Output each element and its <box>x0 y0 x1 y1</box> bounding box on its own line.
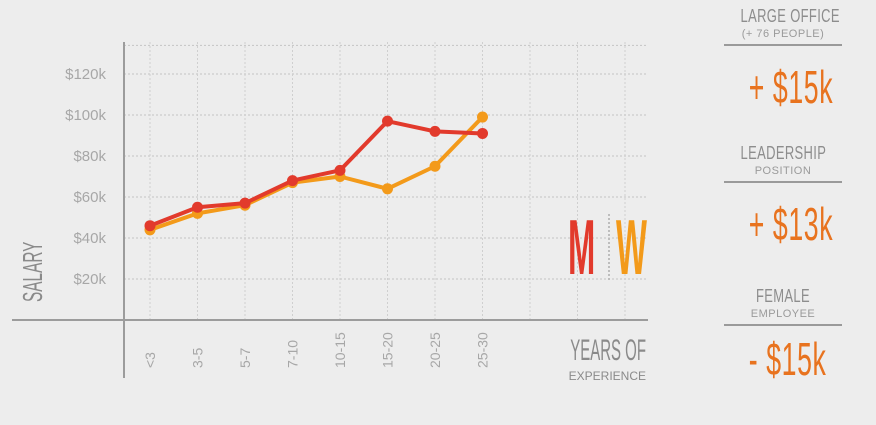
panel-divider <box>724 324 842 326</box>
data-point-m <box>287 175 298 187</box>
data-point-m <box>477 127 488 139</box>
data-point-m <box>239 197 251 209</box>
y-tick-labels: $20k $40k $60k $80k $100k $120k <box>65 66 106 288</box>
x-tick-label: 15-20 <box>380 332 396 368</box>
panel-subtitle: POSITION <box>754 165 812 177</box>
series-line-w <box>148 115 485 232</box>
data-point-m <box>192 201 203 213</box>
panel-divider <box>724 181 842 183</box>
panel-title: LARGE OFFICE <box>740 6 840 26</box>
series-line-m <box>148 119 485 228</box>
panel-large-office: LARGE OFFICE (+ 76 PEOPLE) + $15k <box>724 6 842 110</box>
gridlines <box>124 42 648 320</box>
panel-title: FEMALE <box>755 286 811 306</box>
legend-men-label: M <box>568 203 596 291</box>
panel-value: - $15k <box>748 333 827 385</box>
panel-value: + $13k <box>748 198 834 250</box>
x-tick-label: 25-30 <box>475 332 491 368</box>
series-lines <box>144 111 488 236</box>
panel-value: + $15k <box>748 61 834 113</box>
data-point-w <box>429 160 441 172</box>
panel-subtitle: (+ 76 PEOPLE) <box>741 28 825 40</box>
x-tick-label: 20-25 <box>427 332 443 368</box>
x-axis-title-line2: EXPERIENCE <box>569 369 646 383</box>
y-tick-label: $80k <box>73 148 106 165</box>
x-tick-label: 3-5 <box>190 348 206 368</box>
y-tick-label: $100k <box>65 107 106 124</box>
data-point-m <box>334 164 346 176</box>
data-point-m <box>429 125 441 137</box>
data-point-w <box>382 183 393 195</box>
panel-subtitle: EMPLOYEE <box>750 308 816 320</box>
y-tick-label: $120k <box>65 66 106 83</box>
data-point-w <box>477 111 488 123</box>
panel-divider <box>724 44 842 46</box>
y-tick-label: $60k <box>73 189 106 206</box>
x-axis-title-line1: YEARS OF <box>570 335 646 368</box>
panel-leadership: LEADERSHIP POSITION + $13k <box>724 143 842 247</box>
y-axis-title: SALARY <box>17 242 48 302</box>
x-tick-labels: <3 3-5 5-7 7-10 10-15 15-20 20-25 25-30 <box>142 332 491 368</box>
data-point-m <box>382 115 393 127</box>
y-tick-label: $20k <box>73 271 106 288</box>
legend-divider <box>608 214 610 280</box>
x-tick-label: 10-15 <box>332 332 348 368</box>
y-tick-label: $40k <box>73 230 106 247</box>
panel-female-employee: FEMALE EMPLOYEE - $15k <box>724 286 842 382</box>
x-tick-label: 5-7 <box>237 348 253 368</box>
panel-title: LEADERSHIP <box>740 143 827 163</box>
legend-women-label: W <box>616 203 647 291</box>
axes <box>12 42 648 378</box>
data-point-m <box>144 220 156 232</box>
x-tick-label: <3 <box>142 352 158 368</box>
legend-m-w: M W <box>568 203 648 291</box>
x-tick-label: 7-10 <box>285 340 301 368</box>
